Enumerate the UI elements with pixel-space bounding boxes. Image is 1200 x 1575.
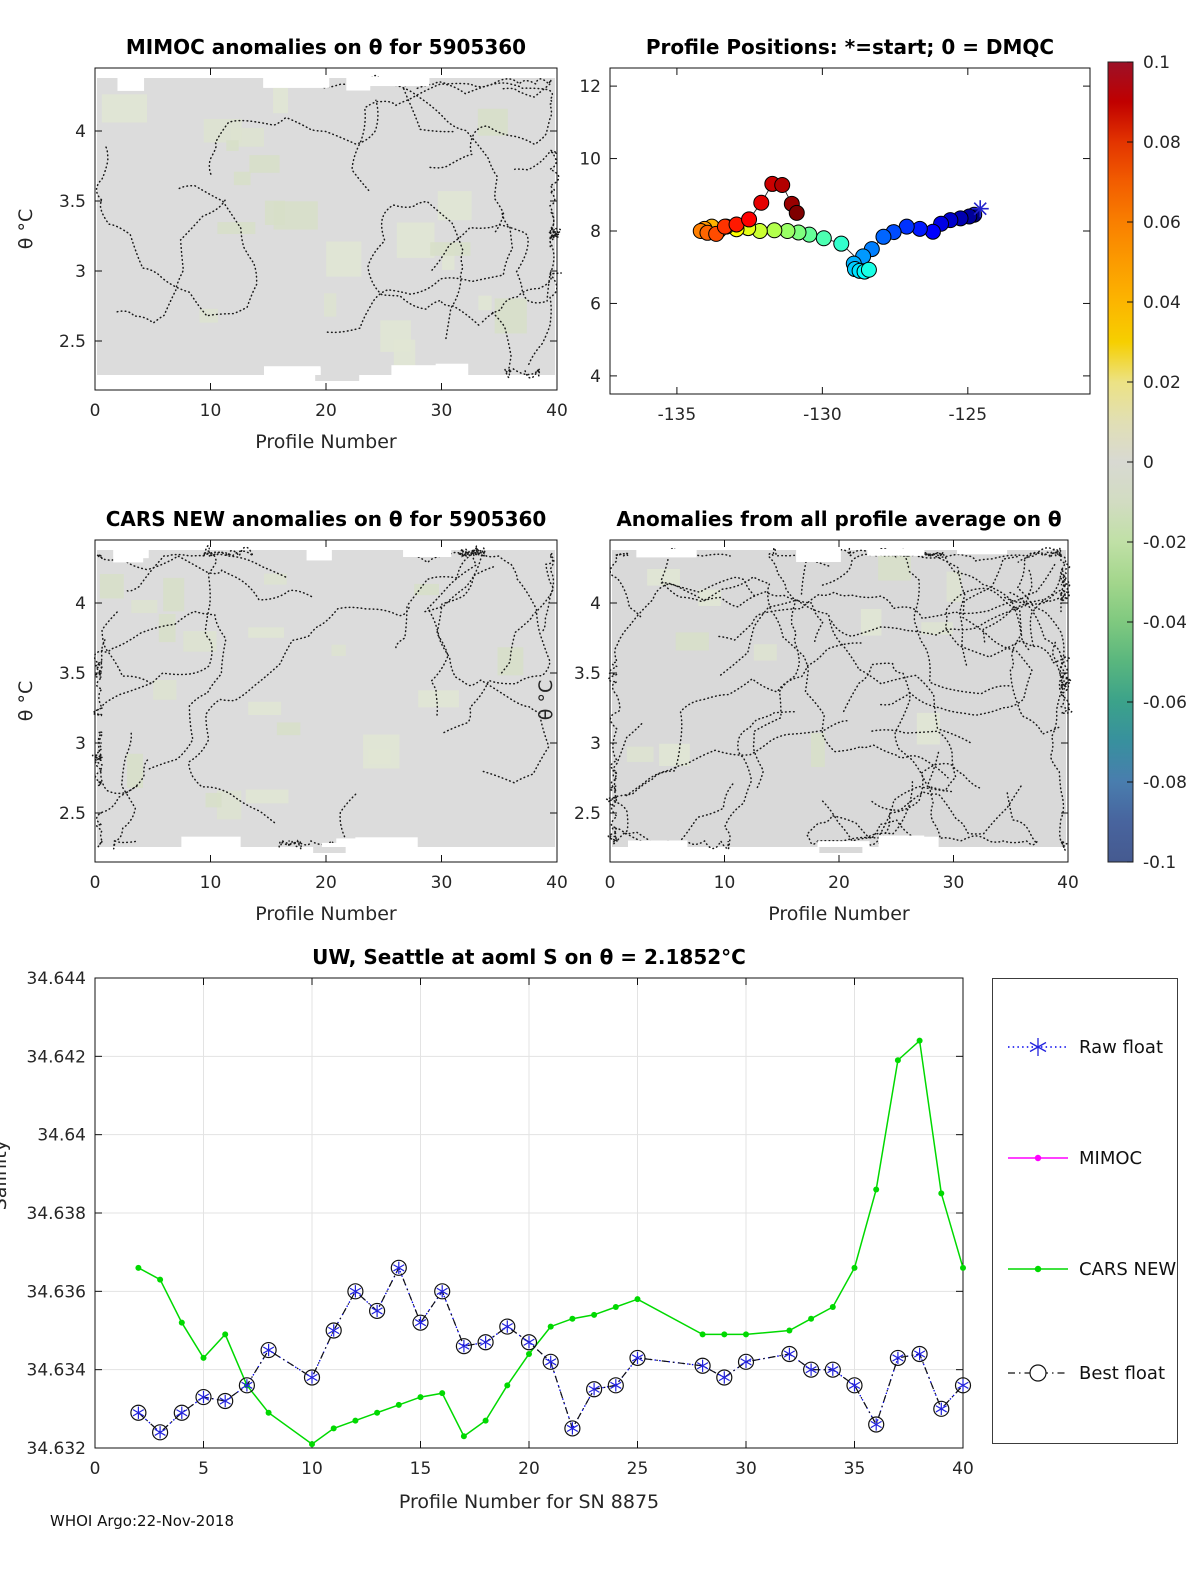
svg-text:-125: -125: [949, 405, 988, 425]
svg-text:10: 10: [200, 401, 222, 421]
svg-text:3.5: 3.5: [59, 664, 86, 684]
svg-text:0.1: 0.1: [1143, 53, 1170, 73]
panel-salinity-comparison: 0 5 10 15 20 25 30 35 40 34.632 34.634 34.636 34.638…: [27, 969, 974, 1479]
svg-text:0: 0: [90, 873, 101, 893]
svg-text:4: 4: [75, 594, 86, 614]
svg-text:34.64: 34.64: [37, 1126, 86, 1146]
cars-xlabel: Profile Number: [255, 903, 397, 925]
footer-timestamp: WHOI Argo:22-Nov-2018: [50, 1512, 234, 1530]
svg-text:10: 10: [200, 873, 222, 893]
svg-text:3: 3: [75, 262, 86, 282]
salinity-title: UW, Seattle at aoml S on θ = 2.1852°C: [312, 945, 746, 969]
svg-text:0: 0: [1143, 453, 1154, 473]
svg-text:-0.02: -0.02: [1143, 533, 1187, 553]
svg-text:0.04: 0.04: [1143, 293, 1181, 313]
svg-text:3: 3: [75, 734, 86, 754]
cars-title: CARS NEW anomalies on θ for 5905360: [106, 507, 547, 531]
svg-text:2.5: 2.5: [59, 804, 86, 824]
svg-text:34.632: 34.632: [27, 1439, 86, 1459]
svg-text:40: 40: [1057, 873, 1079, 893]
svg-text:-130: -130: [803, 405, 842, 425]
svg-text:3.5: 3.5: [59, 192, 86, 212]
svg-text:20: 20: [828, 873, 850, 893]
svg-text:4: 4: [590, 367, 601, 387]
svg-text:40: 40: [546, 873, 568, 893]
svg-text:34.644: 34.644: [27, 969, 86, 989]
panel-profile-positions: -135 -130 -125 4 6 8 10 12: [579, 67, 1091, 425]
svg-text:30: 30: [431, 873, 453, 893]
svg-text:5: 5: [198, 1459, 209, 1479]
raw-float-line-asterisk-icon: [1008, 1038, 1068, 1056]
legend-label: CARS NEW: [1079, 1258, 1177, 1280]
svg-text:34.638: 34.638: [27, 1204, 86, 1224]
svg-text:0.08: 0.08: [1143, 133, 1181, 153]
svg-text:34.642: 34.642: [27, 1047, 86, 1067]
mimoc-xlabel: Profile Number: [255, 431, 397, 453]
svg-text:-0.08: -0.08: [1143, 773, 1187, 793]
svg-text:40: 40: [546, 401, 568, 421]
legend-entry-best-float: Best float: [1007, 1362, 1165, 1384]
svg-text:0.02: 0.02: [1143, 373, 1181, 393]
svg-text:20: 20: [315, 401, 337, 421]
legend-label: MIMOC: [1079, 1147, 1143, 1169]
all-profile-ylabel: θ °C: [535, 680, 557, 720]
svg-text:30: 30: [431, 401, 453, 421]
panel-all-profile-anomalies: 0 10 20 30 40 2.5 3 3.5 4: [574, 539, 1079, 893]
svg-text:4: 4: [590, 594, 601, 614]
svg-text:34.634: 34.634: [27, 1361, 86, 1381]
svg-text:8: 8: [590, 222, 601, 242]
anomaly-colorbar: 0.1 0.08 0.06 0.04 0.02 0 -0.02 -0.04 -0.06 -0.08…: [1107, 53, 1187, 873]
legend-label: Raw float: [1079, 1036, 1164, 1058]
svg-text:0: 0: [90, 401, 101, 421]
best-float-line-circle-icon: [1008, 1364, 1068, 1382]
svg-text:2.5: 2.5: [59, 332, 86, 352]
legend-entry-mimoc: MIMOC: [1007, 1147, 1142, 1169]
legend-entry-raw-float: Raw float: [1007, 1036, 1163, 1058]
panel-cars-new-anomalies: 0 10 20 30 40 2.5 3 3.5 4: [59, 539, 568, 893]
svg-text:3.5: 3.5: [574, 664, 601, 684]
salinity-ylabel: Salinity: [0, 1140, 11, 1211]
cars-ylabel: θ °C: [15, 681, 37, 721]
svg-text:0.06: 0.06: [1143, 213, 1181, 233]
svg-text:34.636: 34.636: [27, 1282, 86, 1302]
svg-text:20: 20: [315, 873, 337, 893]
svg-text:25: 25: [627, 1459, 649, 1479]
svg-text:2.5: 2.5: [574, 804, 601, 824]
svg-text:-0.06: -0.06: [1143, 693, 1187, 713]
svg-text:40: 40: [952, 1459, 974, 1479]
legend-entry-cars-new: CARS NEW: [1007, 1258, 1176, 1280]
svg-text:0: 0: [90, 1459, 101, 1479]
svg-text:3: 3: [590, 734, 601, 754]
salinity-xlabel: Profile Number for SN 8875: [399, 1491, 659, 1513]
svg-text:0: 0: [605, 873, 616, 893]
all-profile-xlabel: Profile Number: [768, 903, 910, 925]
svg-text:30: 30: [943, 873, 965, 893]
svg-text:6: 6: [590, 294, 601, 314]
svg-text:-0.04: -0.04: [1143, 613, 1187, 633]
svg-text:10: 10: [714, 873, 736, 893]
svg-text:4: 4: [75, 122, 86, 142]
salinity-legend: Raw float MIMOC CARS NEW Best float: [992, 978, 1178, 1444]
svg-text:-135: -135: [658, 405, 697, 425]
svg-text:10: 10: [579, 150, 601, 170]
svg-text:12: 12: [579, 77, 601, 97]
mimoc-line-dot-icon: [1008, 1154, 1068, 1162]
mimoc-ylabel: θ °C: [15, 209, 37, 249]
legend-label: Best float: [1079, 1362, 1166, 1384]
all-profile-title: Anomalies from all profile average on θ: [616, 507, 1061, 531]
panel-mimoc-anomalies: 0 10 20 30 40 2.5 3 3.5 4: [59, 67, 568, 421]
mimoc-title: MIMOC anomalies on θ for 5905360: [126, 35, 526, 59]
svg-text:-0.1: -0.1: [1143, 853, 1176, 873]
svg-text:20: 20: [518, 1459, 540, 1479]
svg-text:30: 30: [735, 1459, 757, 1479]
cars-new-line-dot-icon: [1008, 1265, 1068, 1273]
svg-text:35: 35: [844, 1459, 866, 1479]
svg-text:15: 15: [410, 1459, 432, 1479]
svg-text:10: 10: [301, 1459, 323, 1479]
positions-title: Profile Positions: *=start; 0 = DMQC: [646, 35, 1054, 59]
